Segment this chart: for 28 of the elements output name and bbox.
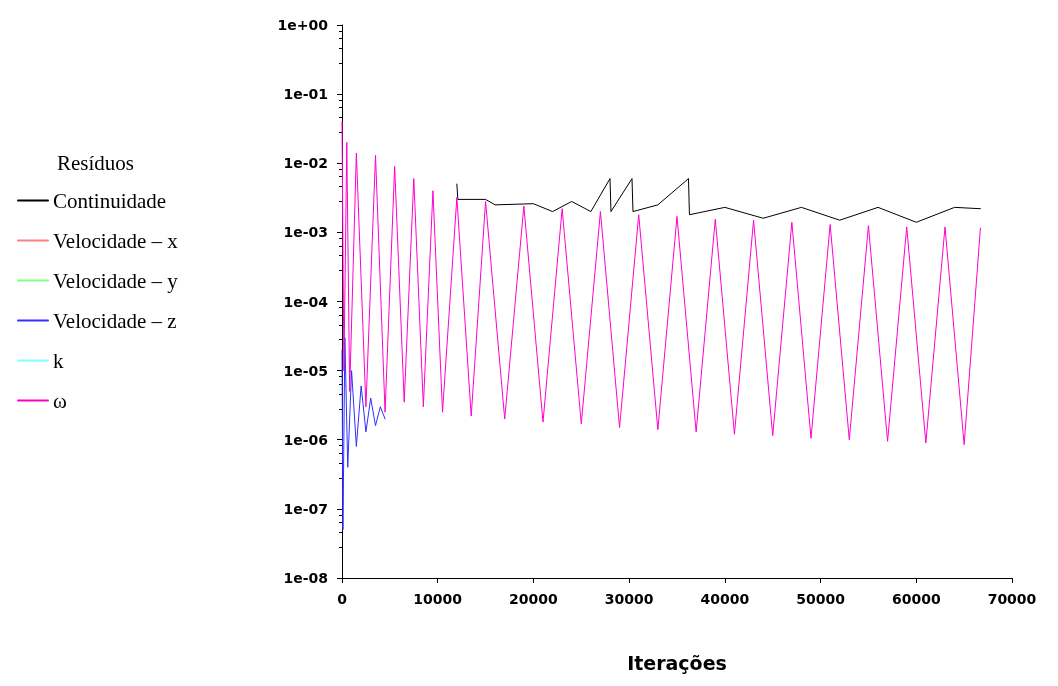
x-tick-label: 0: [337, 591, 348, 607]
line-series: [456, 178, 981, 223]
x-tick-label: 40000: [700, 591, 750, 607]
y-tick-label: 1e-06: [283, 431, 328, 448]
legend-label: Velocidade – z: [53, 308, 177, 333]
x-tick-label: 60000: [891, 591, 941, 607]
y-tick-label: 1e-07: [283, 500, 328, 517]
x-tick-label: 30000: [604, 591, 654, 607]
legend-title: Resíduos: [57, 150, 135, 175]
y-tick-label: 1e-01: [283, 86, 328, 103]
y-tick-label: 1e+00: [277, 17, 329, 33]
legend-label: Continuidade: [53, 188, 167, 213]
line-series: [341, 121, 981, 446]
line-series: [341, 337, 386, 531]
x-tick-label: 70000: [987, 591, 1037, 607]
y-tick-label: 1e-08: [283, 570, 328, 586]
legend-label: Velocidade – x: [53, 228, 179, 253]
legend-label: k: [53, 348, 64, 373]
y-tick-label: 1e-02: [283, 155, 328, 172]
x-axis-title: Iterações: [627, 651, 727, 674]
x-tick-label: 50000: [796, 591, 846, 607]
x-tick-label: 10000: [413, 591, 463, 607]
x-tick-label: 20000: [509, 591, 559, 607]
y-tick-label: 1e-03: [283, 224, 328, 241]
legend-label: ω: [53, 388, 67, 413]
y-tick-label: 1e-05: [283, 362, 328, 379]
y-tick-label: 1e-04: [283, 293, 329, 310]
legend-label: Velocidade – y: [53, 268, 179, 293]
